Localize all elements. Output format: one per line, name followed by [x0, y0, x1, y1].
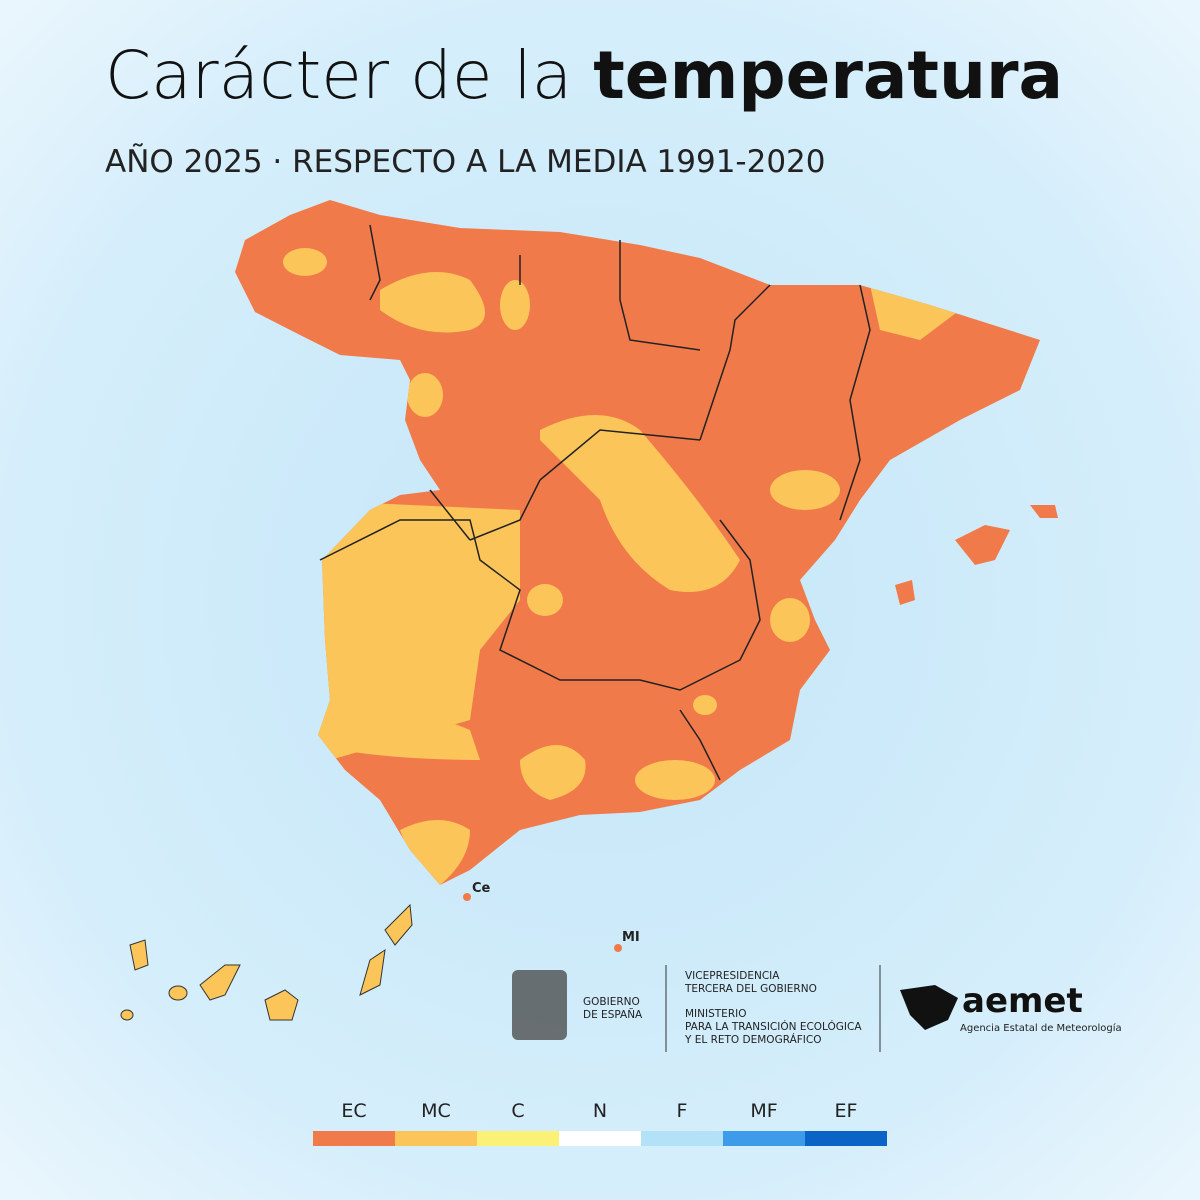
logos: GOBIERNO DE ESPAÑA VICEPRESIDENCIA TERCE… [512, 965, 1122, 1052]
balearic-island [955, 525, 1010, 565]
legend-swatch [805, 1131, 887, 1146]
legend-label: MF [750, 1100, 777, 1122]
aemet-name: Agencia Estatal de Meteorología [960, 1022, 1122, 1034]
legend-label: C [511, 1100, 524, 1122]
legend-swatch [559, 1131, 641, 1146]
logo-text: VICEPRESIDENCIA [685, 970, 780, 982]
place-label: MI [622, 930, 640, 945]
aemet-logo: aemet [962, 981, 1083, 1021]
legend-swatch [313, 1131, 395, 1146]
legend-label: F [677, 1100, 688, 1122]
legend-label: N [593, 1100, 607, 1122]
logo-text: GOBIERNO [583, 996, 640, 1008]
subtitle: AÑO 2025 · RESPECTO A LA MEDIA 1991-2020 [105, 144, 826, 180]
region-borders [319, 224, 871, 781]
balearic-island [895, 580, 915, 605]
legend-swatch [477, 1131, 559, 1146]
logo-text: Y EL RETO DEMOGRÁFICO [684, 1033, 822, 1046]
canary-islands [120, 903, 413, 1021]
coat-of-arms [512, 970, 567, 1040]
ceuta [463, 893, 471, 901]
map: Ce MI [120, 200, 1058, 1021]
logo-text: MINISTERIO [685, 1008, 746, 1020]
legend-label: EC [341, 1100, 366, 1122]
logo-text: DE ESPAÑA [583, 1008, 643, 1021]
legend: EC MC C N F MF EF [313, 1100, 887, 1146]
logo-text: TERCERA DEL GOBIERNO [684, 983, 817, 995]
legend-swatch [395, 1131, 477, 1146]
legend-label: MC [421, 1100, 451, 1122]
melilla [614, 944, 622, 952]
place-label: Ce [472, 881, 491, 896]
aemet-mark [900, 985, 958, 1030]
title: Carácter de la temperatura [105, 37, 1063, 114]
balearic-island [1030, 505, 1058, 518]
legend-label: EF [835, 1100, 858, 1122]
legend-swatch [641, 1131, 723, 1146]
logo-text: PARA LA TRANSICIÓN ECOLÓGICA [685, 1020, 862, 1033]
legend-swatch [723, 1131, 805, 1146]
patches [283, 248, 960, 885]
